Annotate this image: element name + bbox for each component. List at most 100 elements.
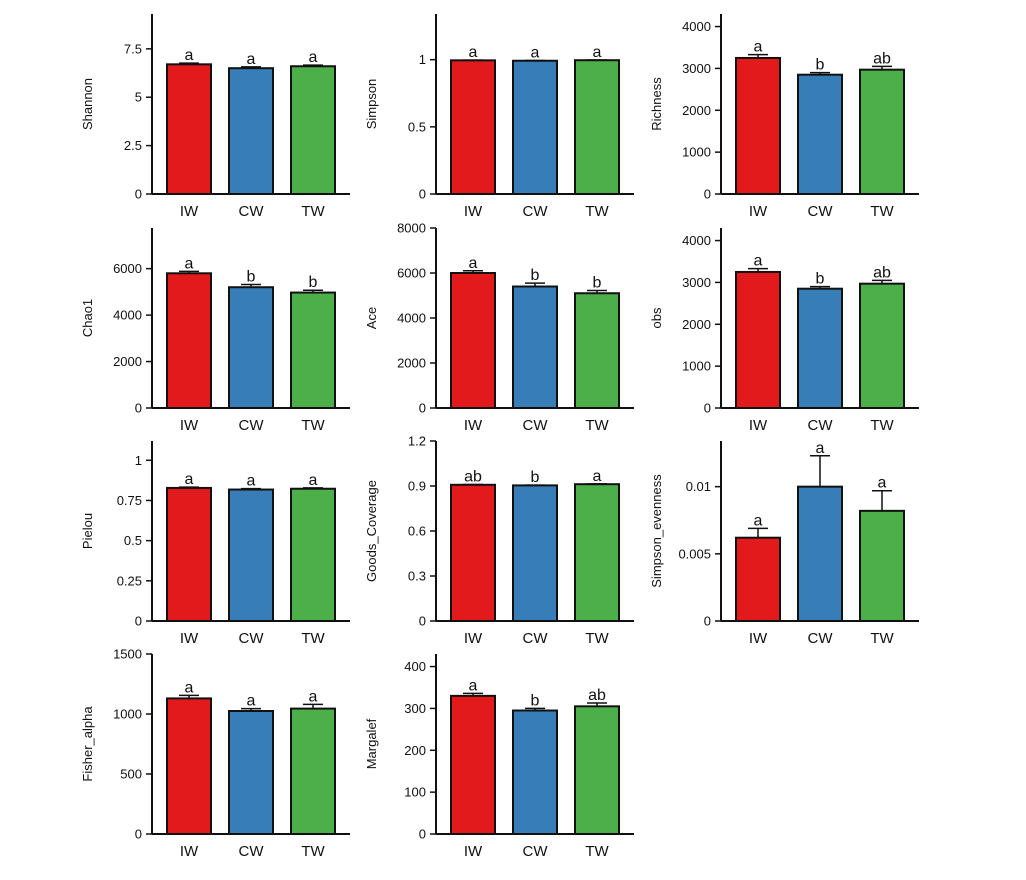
bar-tw	[859, 68, 905, 195]
significance-label: a	[185, 47, 194, 64]
y-tick-label: 3000	[682, 61, 711, 76]
bar-iw	[450, 483, 496, 622]
chart-chao1: 0 2000 4000 6000 Chao1 a IW b CW b TW	[80, 228, 350, 434]
significance-label: a	[469, 44, 478, 61]
significance-label: a	[247, 693, 256, 710]
bar-cw	[512, 59, 558, 196]
y-tick-label: 1.2	[408, 434, 426, 449]
x-tick-label: CW	[239, 203, 265, 220]
y-tick-label: 4000	[397, 311, 426, 326]
x-tick-label: TW	[870, 203, 894, 220]
bar-iw	[450, 272, 496, 409]
y-axis-title: Chao1	[80, 299, 95, 337]
x-tick-label: TW	[870, 417, 894, 434]
y-tick-label: 0	[704, 187, 711, 202]
chart-goods-coverage: 0 0.3 0.6 0.9 1.2 Goods_Coverage ab IW b CW a TW	[364, 434, 634, 647]
significance-label: a	[469, 677, 478, 694]
bar-iw	[735, 536, 781, 623]
significance-label: b	[309, 274, 318, 291]
bar-tw	[290, 65, 336, 195]
significance-label: a	[185, 255, 194, 272]
y-tick-label: 0	[419, 827, 426, 842]
x-tick-label: IW	[180, 417, 199, 434]
significance-label: a	[593, 468, 602, 485]
bar-cw	[797, 485, 843, 622]
x-tick-label: TW	[301, 417, 325, 434]
significance-label: a	[185, 679, 194, 696]
bar-cw	[797, 287, 843, 409]
x-tick-label: CW	[239, 630, 265, 647]
x-tick-label: CW	[808, 203, 834, 220]
x-tick-label: TW	[585, 843, 609, 860]
significance-label: b	[816, 57, 825, 74]
bar-tw	[859, 282, 905, 409]
y-tick-label: 2000	[682, 103, 711, 118]
significance-label: a	[754, 39, 763, 56]
significance-label: ab	[464, 469, 482, 486]
y-tick-label: 5	[135, 90, 142, 105]
y-tick-label: 0	[135, 827, 142, 842]
x-tick-label: CW	[523, 630, 549, 647]
y-axis-title: Fisher_alpha	[80, 706, 95, 782]
y-tick-label: 400	[404, 659, 426, 674]
bar-iw	[735, 56, 781, 195]
bar-iw	[166, 697, 212, 836]
y-tick-label: 500	[120, 767, 142, 782]
x-tick-label: IW	[464, 630, 483, 647]
y-axis-title: Margalef	[364, 718, 379, 769]
bar-iw	[166, 63, 212, 195]
y-tick-label: 0.5	[408, 119, 426, 134]
y-tick-label: 1000	[682, 145, 711, 160]
bar-tw	[290, 487, 336, 622]
bar-cw	[228, 67, 274, 195]
y-tick-label: 4000	[113, 308, 142, 323]
y-tick-label: 1	[135, 453, 142, 468]
chart-richness: 0 1000 2000 3000 4000 Richness a IW b CW ab TW	[649, 14, 919, 220]
significance-label: a	[247, 51, 256, 68]
y-tick-label: 0	[704, 614, 711, 629]
y-tick-label: 0.75	[117, 493, 142, 508]
y-tick-label: 0.25	[117, 573, 142, 588]
bar-tw	[574, 483, 620, 623]
x-tick-label: IW	[464, 843, 483, 860]
chart-simpson-evenness: 0 0.005 0.01 Simpson_evenness a IW a CW a TW	[649, 440, 919, 647]
significance-label: a	[816, 440, 825, 457]
y-tick-label: 2000	[682, 317, 711, 332]
chart-ace: 0 2000 4000 6000 8000 Ace a IW b CW b TW	[364, 221, 634, 434]
y-tick-label: 7.5	[124, 41, 142, 56]
y-tick-label: 0.005	[678, 546, 711, 561]
x-tick-label: CW	[523, 843, 549, 860]
x-tick-label: TW	[301, 630, 325, 647]
y-axis-title: Ace	[364, 307, 379, 329]
bar-iw	[450, 59, 496, 196]
y-tick-label: 0.6	[408, 524, 426, 539]
y-axis-title: Simpson	[364, 79, 379, 130]
chart-margalef: 0 100 200 300 400 Margalef a IW b CW ab TW	[364, 654, 634, 860]
significance-label: a	[309, 688, 318, 705]
y-tick-label: 8000	[397, 221, 426, 236]
significance-label: a	[593, 44, 602, 61]
x-tick-label: IW	[464, 203, 483, 220]
y-tick-label: 3000	[682, 275, 711, 290]
x-tick-label: IW	[749, 203, 768, 220]
significance-label: a	[185, 471, 194, 488]
y-tick-label: 0	[704, 401, 711, 416]
y-tick-label: 0.3	[408, 569, 426, 584]
y-axis-title: Simpson_evenness	[649, 474, 664, 588]
significance-label: a	[309, 472, 318, 489]
y-tick-label: 0	[419, 187, 426, 202]
significance-label: b	[816, 271, 825, 288]
bar-iw	[166, 272, 212, 409]
x-tick-label: TW	[585, 417, 609, 434]
x-tick-label: CW	[239, 417, 265, 434]
x-tick-label: CW	[523, 203, 549, 220]
x-tick-label: TW	[870, 630, 894, 647]
x-tick-label: CW	[808, 630, 834, 647]
significance-label: ab	[873, 50, 891, 67]
chart-simpson: 0 0.5 1 Simpson a IW a CW a TW	[364, 14, 634, 220]
y-tick-label: 1500	[113, 647, 142, 662]
bar-iw	[166, 486, 212, 622]
x-tick-label: TW	[301, 203, 325, 220]
y-axis-title: Pielou	[80, 513, 95, 549]
bar-iw	[735, 270, 781, 409]
